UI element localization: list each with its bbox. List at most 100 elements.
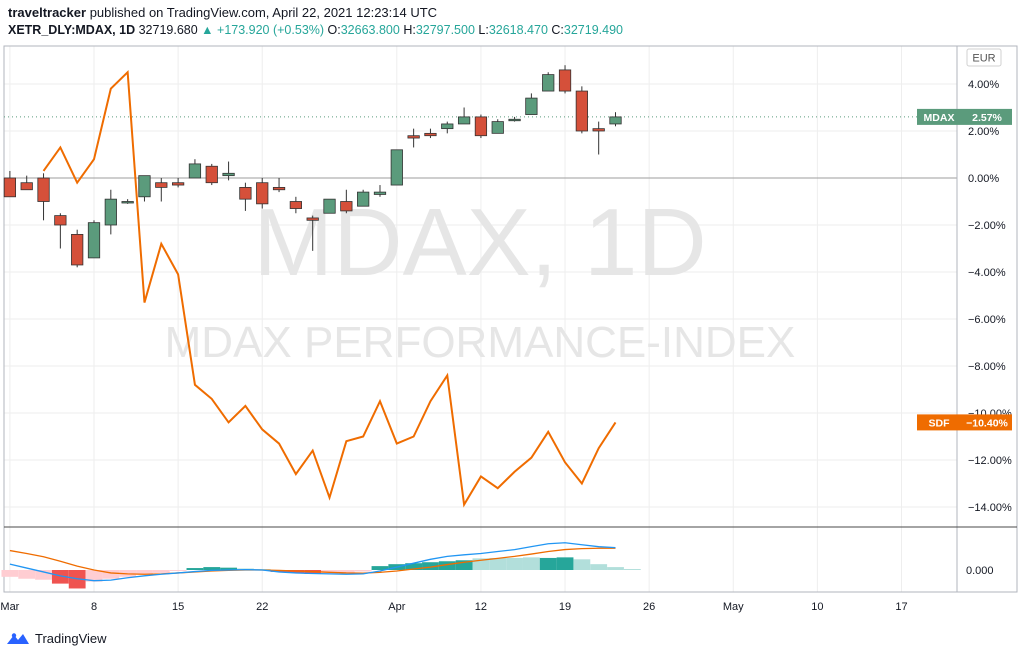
macd-histogram-bar [489, 557, 507, 570]
ohlc-bar: XETR_DLY:MDAX, 1D 32719.680 ▲ +173.920 (… [8, 22, 623, 38]
candle-body [272, 186, 286, 191]
sdf-line [42, 70, 617, 508]
macd-histogram-bar [539, 557, 557, 570]
symbol-label[interactable]: XETR_DLY:MDAX, 1D [8, 23, 136, 37]
brand-name[interactable]: TradingView [35, 631, 107, 646]
last-price: 32719.680 [138, 23, 198, 37]
candle-body [54, 215, 67, 226]
open-value: 32663.800 [340, 23, 400, 37]
candle-body [222, 172, 235, 177]
macd-histogram-bar [220, 567, 237, 570]
candle-body [205, 165, 218, 184]
macd-histogram-bar [51, 570, 69, 584]
macd-histogram-bar [405, 563, 423, 570]
candle-body [592, 128, 605, 132]
macd-histogram-bar [35, 570, 52, 580]
y-tick-label: 4.00% [968, 79, 999, 91]
candle-body [575, 90, 588, 132]
macd-histogram-bar [472, 558, 490, 570]
MDAX-value-badge [962, 108, 1012, 125]
watermark: MDAX, 1D MDAX PERFORMANCE-INDEX [165, 189, 796, 367]
macd-histogram-bar [438, 561, 456, 570]
currency-box[interactable] [966, 48, 1002, 67]
x-tick-label: 17 [895, 601, 907, 613]
x-tick-label: 8 [91, 601, 97, 613]
watermark-symbol: MDAX, 1D [253, 189, 706, 296]
MDAX-value-label: 2.57% [972, 112, 1002, 124]
close-label: C: [551, 23, 564, 37]
candle-body [340, 201, 353, 212]
high-value: 32797.500 [415, 23, 475, 37]
x-tick-label: 10 [811, 601, 823, 613]
candle-body [609, 116, 622, 125]
candle-body [491, 121, 504, 134]
price-change: ▲ +173.920 (+0.53%) [201, 23, 325, 37]
macd-histogram-bar [102, 570, 120, 579]
candle-body [87, 222, 101, 259]
candle-body [121, 201, 134, 204]
publish-line: traveltracker published on TradingView.c… [8, 5, 437, 21]
macd-histogram-bar [506, 557, 523, 570]
macd-histogram-bar [590, 564, 608, 570]
y-tick-label: −2.00% [968, 220, 1006, 232]
macd-signal-line [9, 547, 616, 575]
candle-body [138, 175, 151, 198]
candle-body [558, 69, 572, 92]
SDF-name-label: SDF [929, 417, 951, 429]
MDAX-name-badge [917, 108, 962, 125]
x-tick-label: 19 [559, 601, 571, 613]
candle-body [256, 182, 269, 205]
x-tick-label: Apr [388, 601, 405, 613]
macd-histogram-bar [556, 557, 574, 570]
candle-body [357, 191, 370, 207]
macd-histogram-bar [573, 559, 591, 570]
macd-histogram-bar [152, 570, 170, 573]
macd-histogram-bar [522, 557, 540, 570]
candle-body [508, 118, 521, 122]
footer: TradingView [6, 631, 107, 646]
candle-body [37, 177, 50, 202]
x-tick-label: 15 [172, 601, 184, 613]
macd-histogram-bar [623, 569, 641, 570]
x-tick-label: 12 [475, 601, 487, 613]
macd-histogram-bar [455, 560, 473, 570]
candle-body [525, 97, 538, 115]
watermark-description: MDAX PERFORMANCE-INDEX [165, 318, 796, 367]
x-tick-label: Mar [0, 601, 19, 613]
publish-text: published on TradingView.com, April 22, … [89, 5, 438, 20]
candle-body [474, 116, 488, 137]
open-label: O: [327, 23, 341, 37]
candle-body [441, 123, 454, 130]
candle-body [542, 74, 555, 92]
macd-histogram-bar [186, 568, 204, 570]
macd-histogram-bar [203, 567, 221, 570]
tradingview-logo-icon[interactable] [6, 632, 30, 646]
candle-body [457, 116, 471, 125]
macd-pane [1, 542, 641, 589]
candle-body [289, 201, 302, 209]
mdax-candles [3, 65, 622, 268]
macd-histogram-bar [337, 570, 355, 573]
candle-body [323, 198, 336, 214]
low-label: L: [478, 23, 489, 37]
low-value: 32618.470 [488, 23, 548, 37]
author-name[interactable]: traveltracker [8, 5, 87, 20]
price-labels: MDAX 2.57% SDF −10.40% [917, 108, 1012, 431]
high-label: H: [403, 23, 416, 37]
macd-histogram-bar [422, 562, 439, 570]
macd-histogram-bar [85, 570, 103, 582]
candle-body [373, 191, 387, 195]
macd-histogram-bar [18, 570, 36, 579]
candle-body [104, 198, 117, 226]
candle-body [155, 182, 168, 188]
y-tick-label: −8.00% [968, 361, 1006, 373]
plot-border [3, 45, 1018, 593]
macd-line [9, 542, 616, 582]
SDF-value-label: −10.40% [966, 417, 1008, 429]
indicator-y-tick-label: 0.000 [966, 565, 994, 577]
macd-histogram-bar [354, 570, 372, 572]
macd-histogram-bar [1, 570, 19, 577]
macd-histogram-bar [169, 570, 187, 571]
candle-body [239, 186, 252, 200]
